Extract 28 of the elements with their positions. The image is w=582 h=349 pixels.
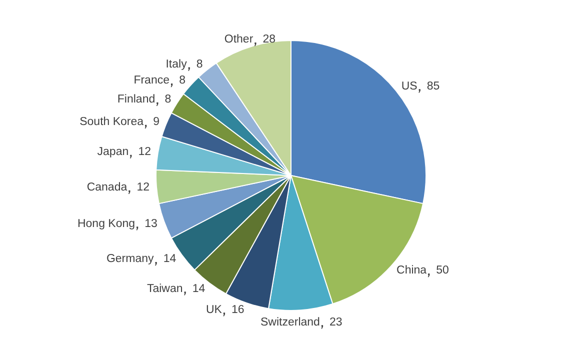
data-label: 12 — [138, 146, 151, 158]
data-label: 14 — [192, 282, 206, 295]
slice-label: Taiwan — [146, 282, 183, 295]
slice-label: South Korea — [80, 116, 144, 128]
slice-label: Canada — [86, 182, 128, 194]
slice-label: France — [134, 74, 170, 87]
slice-label: China — [396, 264, 428, 277]
data-label: 28 — [262, 34, 276, 46]
slice-label: Switzerland — [260, 316, 320, 328]
data-label: 23 — [330, 316, 342, 328]
data-label: 8 — [196, 58, 203, 70]
slice-label: Germany — [106, 253, 154, 266]
data-label: 8 — [164, 94, 172, 106]
data-label: 85 — [426, 80, 440, 92]
slice-label: US — [401, 80, 418, 92]
data-label: 13 — [144, 218, 158, 230]
data-label: 12 — [136, 182, 150, 194]
data-label: 16 — [232, 304, 244, 316]
slice-label: UK — [206, 304, 222, 316]
slice-label: Italy — [166, 58, 188, 70]
slice-label: Japan — [97, 146, 129, 158]
slice-label: Other — [224, 34, 254, 46]
data-label: 9 — [153, 116, 160, 128]
slice-label: Hong Kong — [77, 218, 136, 230]
data-label: 14 — [163, 253, 177, 266]
data-label: 50 — [436, 264, 449, 277]
data-label: 8 — [179, 74, 186, 87]
slice-label: Finland — [117, 94, 156, 106]
